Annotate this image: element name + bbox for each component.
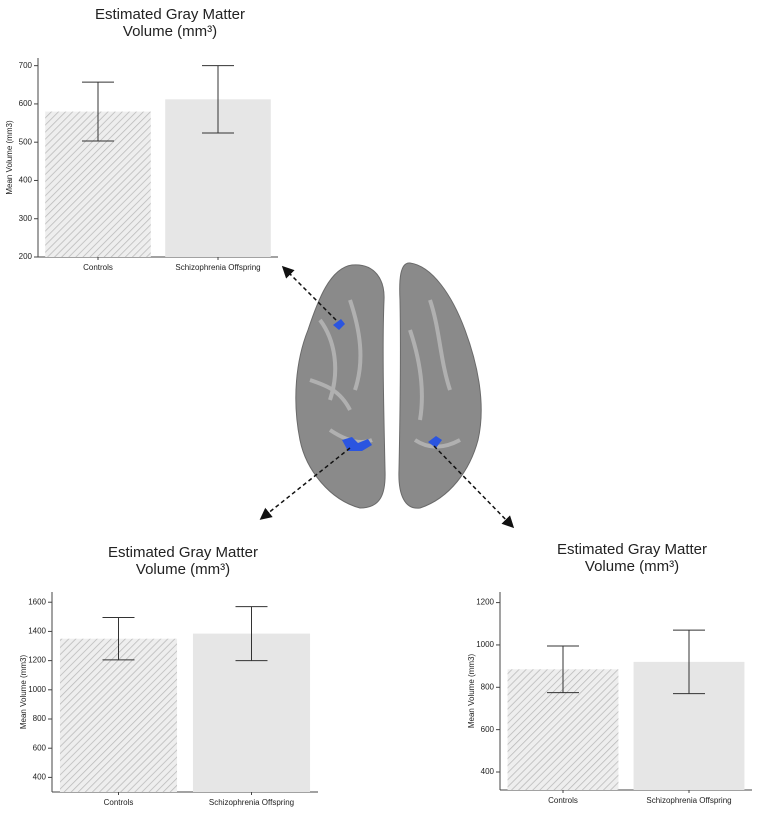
y-tick-label: 1400 (28, 627, 46, 636)
y-tick-label: 500 (19, 137, 33, 146)
y-tick-label: 800 (481, 682, 495, 691)
y-tick-label: 400 (481, 767, 495, 776)
y-tick-label: 700 (19, 61, 33, 70)
y-axis-label: Mean Volume (mm3) (5, 120, 14, 195)
y-tick-label: 1200 (28, 656, 46, 665)
brain-image (259, 262, 515, 529)
x-tick-label: Controls (548, 796, 578, 805)
x-tick-label: Schizophrenia Offspring (209, 798, 294, 807)
y-tick-label: 1600 (28, 597, 46, 606)
x-tick-label: Controls (83, 263, 113, 272)
chart-title: Estimated Gray Matter (108, 544, 258, 561)
y-tick-label: 1000 (28, 685, 46, 694)
y-tick-label: 400 (33, 773, 47, 782)
bar (59, 638, 178, 792)
x-tick-label: Schizophrenia Offspring (646, 796, 731, 805)
y-tick-label: 400 (19, 176, 33, 185)
y-tick-label: 600 (33, 743, 47, 752)
x-tick-label: Controls (104, 798, 134, 807)
y-tick-label: 200 (19, 252, 33, 261)
chart-title: Estimated Gray Matter (95, 6, 245, 23)
y-axis-label: Mean Volume (mm3) (467, 654, 476, 729)
chart-title: Volume (mm³) (136, 561, 230, 578)
y-tick-label: 1200 (476, 598, 494, 607)
y-tick-label: 300 (19, 214, 33, 223)
chart-title: Volume (mm³) (123, 23, 217, 40)
x-tick-label: Schizophrenia Offspring (175, 263, 260, 272)
chart-title: Volume (mm³) (585, 558, 679, 575)
y-axis-label: Mean Volume (mm3) (19, 655, 28, 730)
y-tick-label: 600 (481, 725, 495, 734)
chart-title: Estimated Gray Matter (557, 541, 707, 558)
y-tick-label: 800 (33, 714, 47, 723)
y-tick-label: 600 (19, 99, 33, 108)
y-tick-label: 1000 (476, 640, 494, 649)
